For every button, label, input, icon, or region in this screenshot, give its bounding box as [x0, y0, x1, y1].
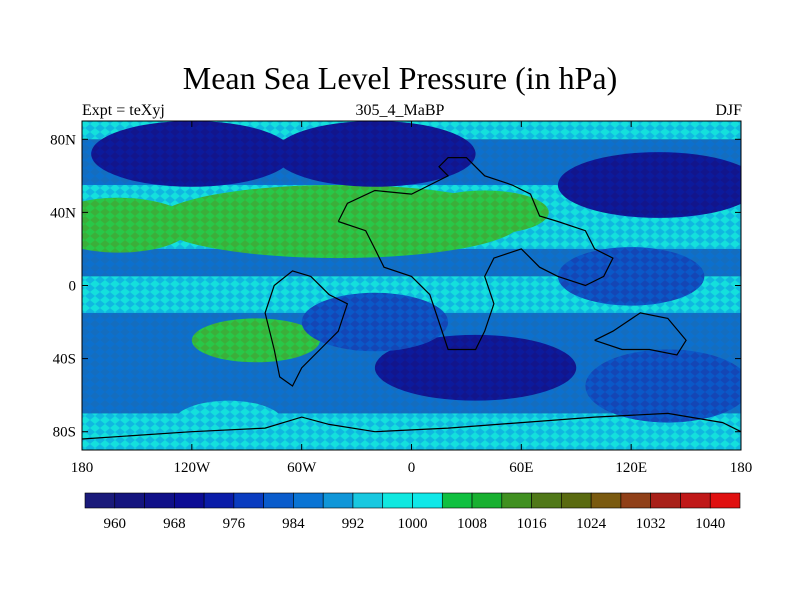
x-tick-label: 120W: [173, 460, 211, 476]
colorbar-box: [680, 492, 711, 509]
pressure-center: [585, 349, 741, 423]
colorbar-box: [114, 492, 145, 509]
x-tick-label: 120E: [615, 460, 647, 476]
y-tick-label: 80S: [53, 425, 76, 441]
colorbar-label: 992: [342, 516, 365, 532]
x-tick-label: 180: [71, 460, 94, 476]
high-pressure-band: [82, 197, 192, 253]
x-tick-label: 60W: [287, 460, 317, 476]
pressure-center: [557, 152, 741, 218]
colorbar-box: [561, 492, 592, 509]
coastline-segment: [594, 312, 687, 356]
colorbar-label: 1000: [398, 516, 428, 532]
colorbar-box: [590, 492, 622, 509]
period-label: 305_4_MaBP: [355, 102, 445, 119]
y-tick-label: 40S: [53, 352, 76, 368]
colorbar-box: [174, 492, 205, 509]
y-tick-label: 80N: [50, 132, 76, 148]
colorbar-box: [412, 492, 443, 509]
y-tick-label: 0: [69, 279, 77, 295]
experiment-label: Expt = teXyj: [82, 102, 165, 119]
colorbar-label: 1024: [576, 516, 607, 532]
colorbar-label: 1032: [636, 516, 666, 532]
colorbar-label: 1040: [695, 516, 725, 532]
pressure-center: [274, 121, 476, 187]
chart-title: Mean Sea Level Pressure (in hPa): [182, 60, 618, 96]
colorbar-label: 976: [223, 516, 246, 532]
colorbar-box: [84, 492, 116, 509]
colorbar-label: 968: [163, 516, 186, 532]
pressure-center: [557, 247, 705, 306]
coastline-segment: [337, 157, 614, 351]
colorbar-box: [233, 492, 264, 509]
y-axis: 80N 40N 0 40S 80S: [50, 132, 741, 441]
pressure-center: [301, 292, 449, 352]
pressure-center: [374, 334, 577, 401]
colorbar-label: 1016: [517, 516, 548, 532]
colorbar-box: [650, 492, 681, 509]
colorbar-box: [709, 492, 741, 509]
colorbar-label: 960: [104, 516, 127, 532]
colorbar-box: [203, 492, 235, 509]
colorbar-box: [144, 492, 175, 509]
colorbar-box: [441, 492, 473, 509]
y-tick-label: 40N: [50, 205, 76, 221]
pressure-center: [173, 400, 284, 445]
colorbar-box: [382, 492, 413, 509]
pressure-center: [420, 190, 549, 235]
season-label: DJF: [715, 102, 742, 119]
pressure-center: [91, 121, 293, 187]
colorbar-label: 984: [282, 516, 305, 532]
x-tick-label: 180: [730, 460, 753, 476]
colorbar-label: 1008: [457, 516, 487, 532]
x-axis: 180 120W 60W 0 60E 120E 180: [71, 121, 753, 476]
coastline: [82, 157, 741, 440]
coastline-segment: [82, 412, 741, 440]
pressure-center: [191, 318, 320, 363]
pressure-center: [237, 199, 366, 244]
pressure-field: [82, 121, 741, 450]
colorbar-box: [263, 492, 294, 509]
colorbar-box: [620, 492, 651, 509]
x-tick-label: 60E: [509, 460, 533, 476]
colorbar-box: [471, 492, 503, 509]
colorbar-box: [501, 492, 532, 509]
colorbar-box: [352, 492, 384, 509]
colorbar-box: [293, 492, 324, 509]
coastline-segment: [264, 270, 349, 387]
x-tick-label: 0: [408, 460, 416, 476]
colorbar-box: [531, 492, 562, 509]
colorbar-box: [322, 492, 354, 509]
